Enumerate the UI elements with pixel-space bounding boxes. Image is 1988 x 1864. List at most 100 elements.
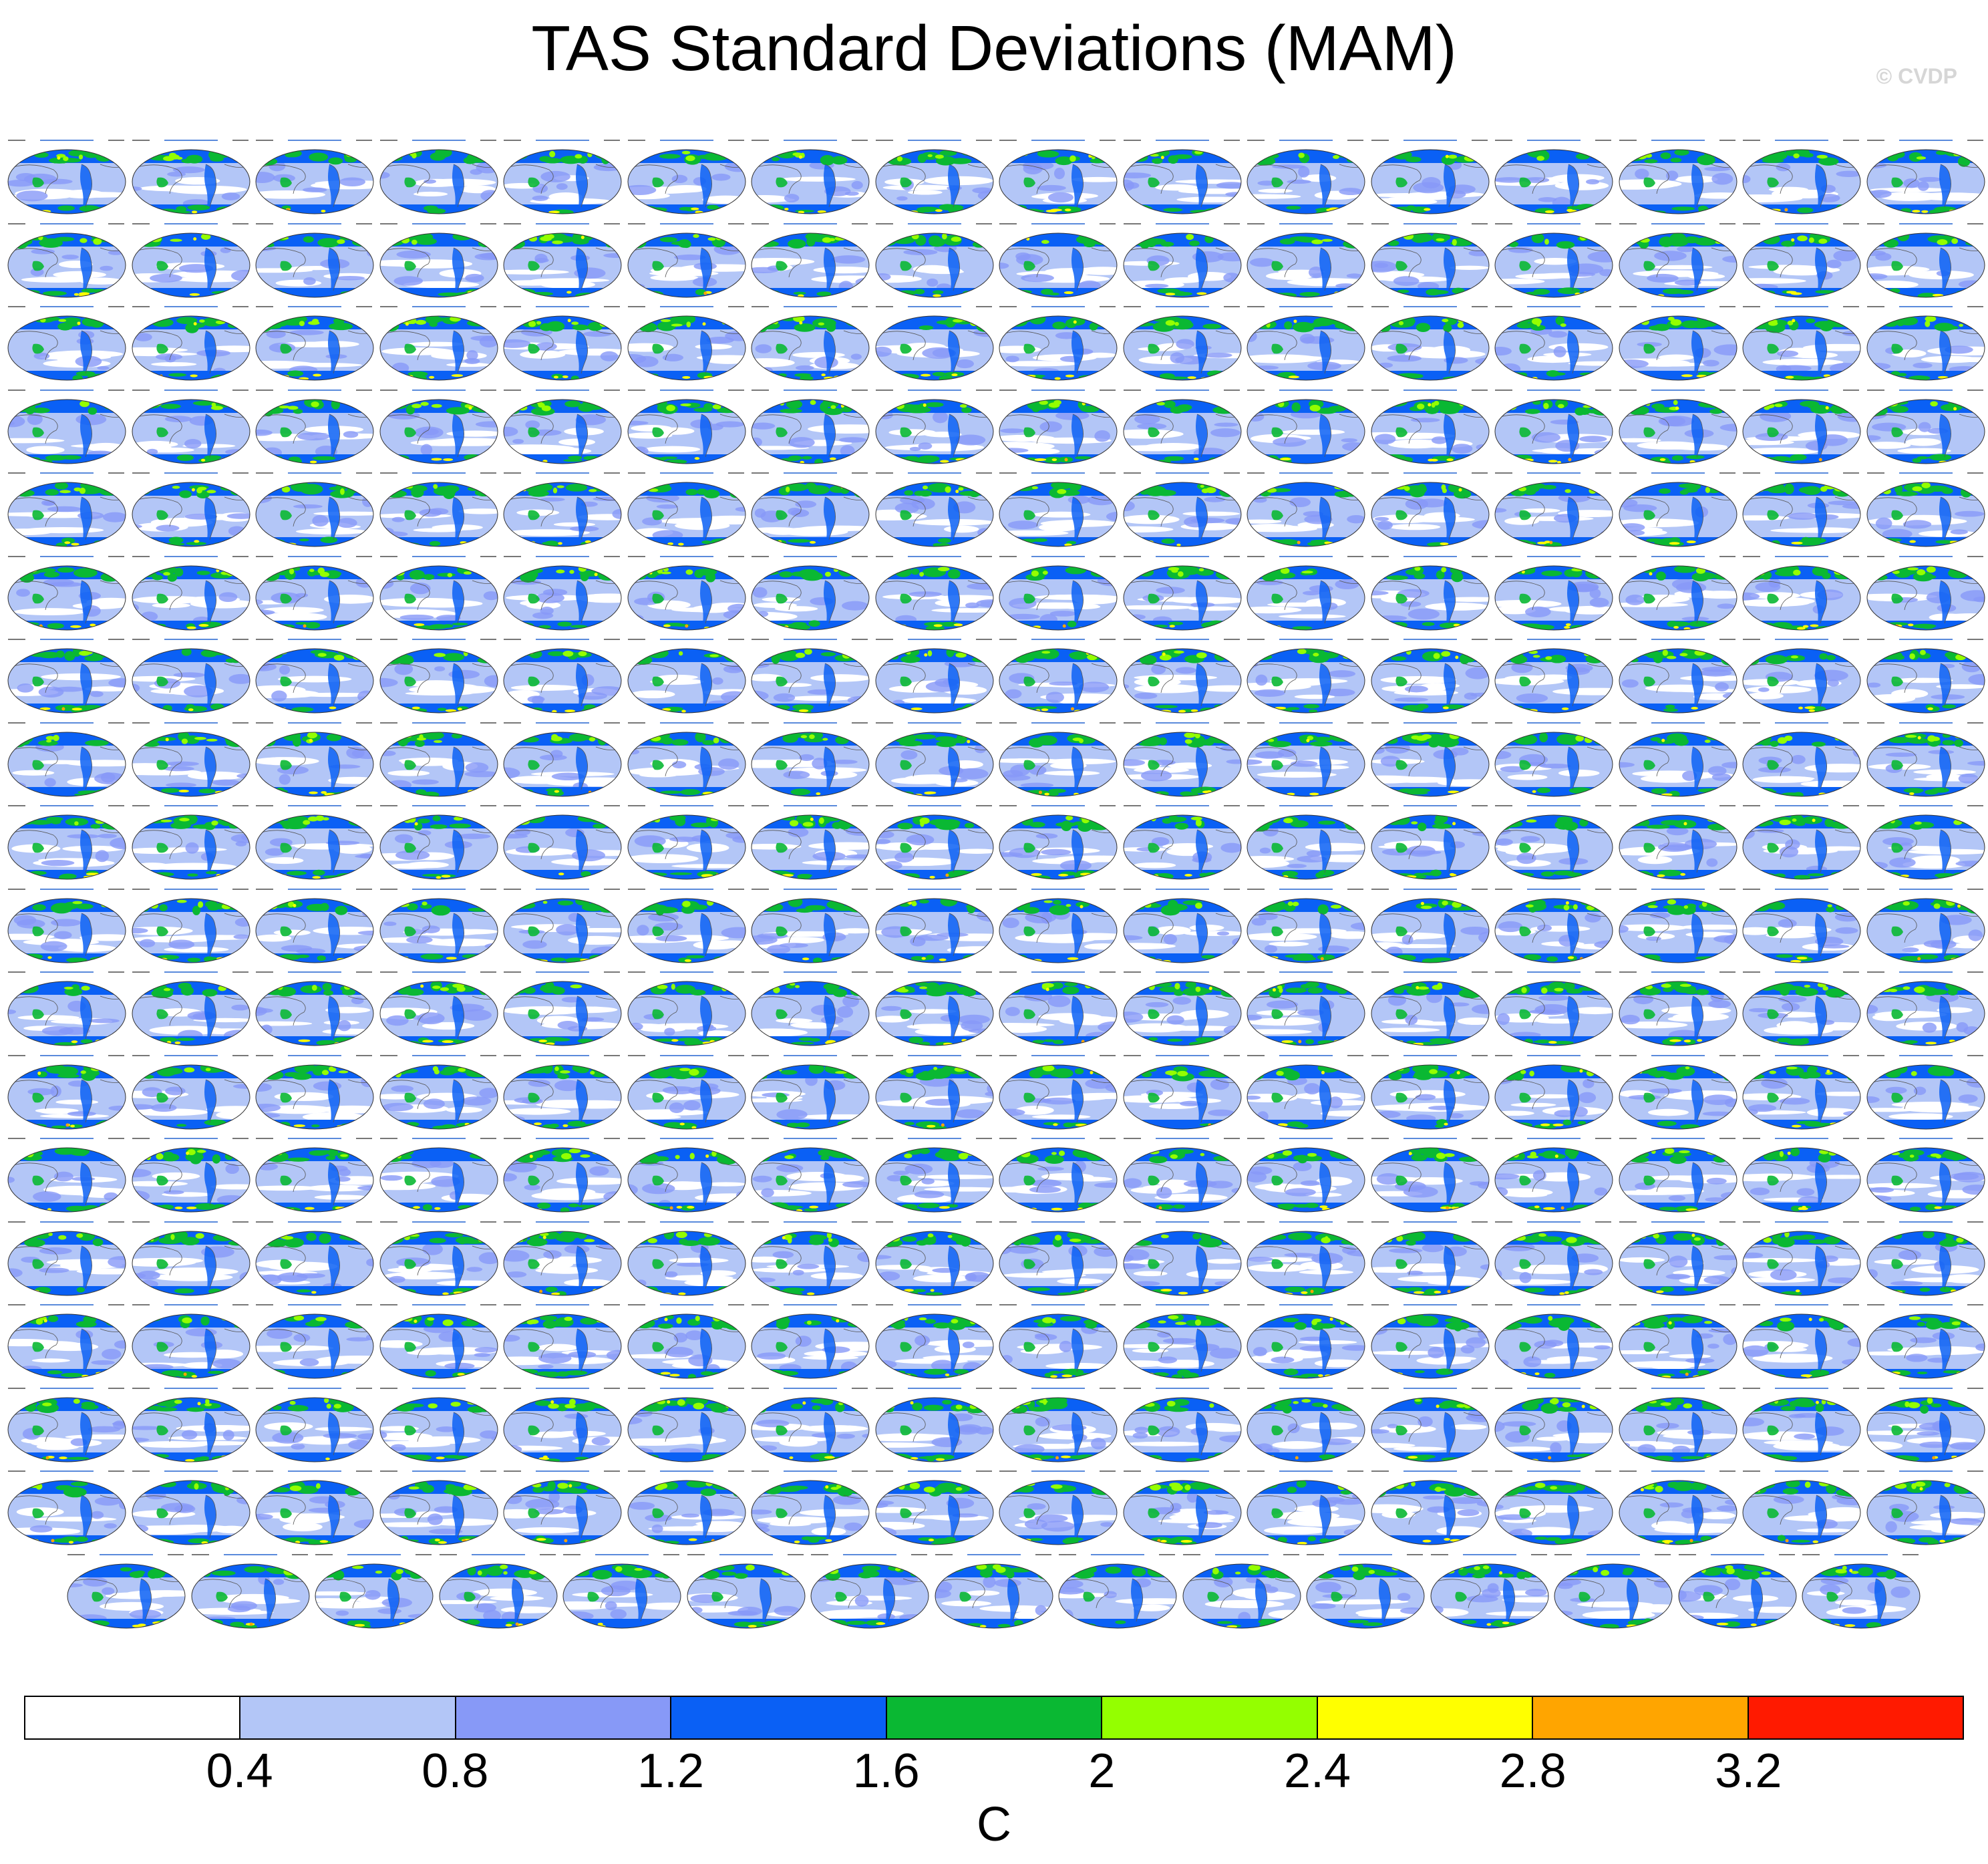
map-panel [874,1386,995,1466]
map-panel-svg [255,140,374,214]
map-panel [1866,1219,1987,1299]
map-panel [502,138,623,218]
map-panel-svg [1247,889,1365,963]
map-panel-svg [1619,556,1737,631]
map-panel [750,803,871,883]
map-panel [502,969,623,1050]
map-panel [1866,1386,1987,1466]
map-panel-svg [1247,1388,1365,1462]
map-panel [874,1468,995,1549]
map-panel-svg [999,472,1118,547]
map-panel [379,969,500,1050]
colorbar-swatch-0 [25,1697,240,1738]
map-panel-svg [627,140,746,214]
map-panel [998,1136,1119,1216]
map-panel [750,221,871,301]
map-panel [1866,887,1987,967]
map-panel [1246,1136,1367,1216]
map-panel [627,221,748,301]
map-panel [379,720,500,800]
map-panel [627,1386,748,1466]
map-panel-svg [875,1055,994,1130]
map-panel-svg [255,1470,374,1545]
map-panel [7,221,128,301]
colorbar-tick-label: 1.2 [637,1744,705,1798]
map-panel-svg [751,140,870,214]
map-panel-svg [7,1138,126,1213]
map-panel [1246,304,1367,384]
map-panel-svg [1866,1221,1985,1296]
map-panel [7,1136,128,1216]
map-panel-svg [1866,1138,1985,1213]
map-panel-svg [751,971,870,1046]
map-panel [7,637,128,717]
map-panel-svg [7,1221,126,1296]
map-panel [1494,387,1615,468]
map-panel-svg [627,556,746,631]
map-panel-svg [132,971,251,1046]
map-panel-svg [999,1055,1118,1130]
map-panel-svg [255,223,374,298]
map-panel [131,221,252,301]
map-panel [1370,969,1491,1050]
colorbar [24,1696,1964,1740]
map-panel [1122,138,1243,218]
map-panel [7,387,128,468]
map-panel [255,803,375,883]
map-panel [1370,887,1491,967]
map-panel-svg [379,1138,498,1213]
map-panel-svg [1494,971,1613,1046]
map-panel-svg [1866,805,1985,880]
map-panel-svg [1742,1055,1861,1130]
map-panel-svg [132,889,251,963]
map-panel-svg [255,722,374,797]
map-panel [1370,1053,1491,1133]
map-panel-svg [1619,639,1737,714]
map-panel [1122,554,1243,634]
map-panel [255,554,375,634]
map-panel-svg [1123,1138,1242,1213]
map-panel-svg [999,1388,1118,1462]
map-panel-svg [1494,805,1613,880]
colorbar-tick-label: 3.2 [1715,1744,1782,1798]
map-panel-svg [1371,140,1490,214]
map-panel-svg [503,1055,622,1130]
map-panel-svg [503,390,622,464]
map-panel [750,1136,871,1216]
map-panel-svg [751,1470,870,1545]
map-panel [131,304,252,384]
map-panel [1618,969,1739,1050]
map-panel-svg [1742,1138,1861,1213]
map-panel-svg [503,639,622,714]
map-panel-svg [999,306,1118,381]
map-panel [627,1053,748,1133]
map-panel-svg [1866,306,1985,381]
map-panel-svg [627,390,746,464]
map-panel [255,1386,375,1466]
map-panel-svg [132,639,251,714]
map-panel [1122,1302,1243,1382]
map-panel [1122,1219,1243,1299]
map-panel [750,1219,871,1299]
map-panel-svg [379,889,498,963]
map-panel-svg [999,1221,1118,1296]
map-panel [627,1219,748,1299]
map-panel [1246,637,1367,717]
figure-title: TAS Standard Deviations (MAM) [531,13,1457,84]
map-panel-svg [751,889,870,963]
map-panel-svg [1371,805,1490,880]
map-panel-svg [1619,306,1737,381]
map-panel [1370,138,1491,218]
map-panel [502,387,623,468]
map-panel [1494,138,1615,218]
map-panel-svg [1123,390,1242,464]
map-panel [1866,1468,1987,1549]
map-panel-svg [1371,722,1490,797]
map-panel-svg [315,1554,434,1629]
colorbar-swatch-6 [1316,1697,1532,1738]
map-panel-svg [875,1388,994,1462]
map-panel-svg [379,306,498,381]
map-panel [1866,637,1987,717]
map-panel-svg [999,971,1118,1046]
map-panel [998,1302,1119,1382]
